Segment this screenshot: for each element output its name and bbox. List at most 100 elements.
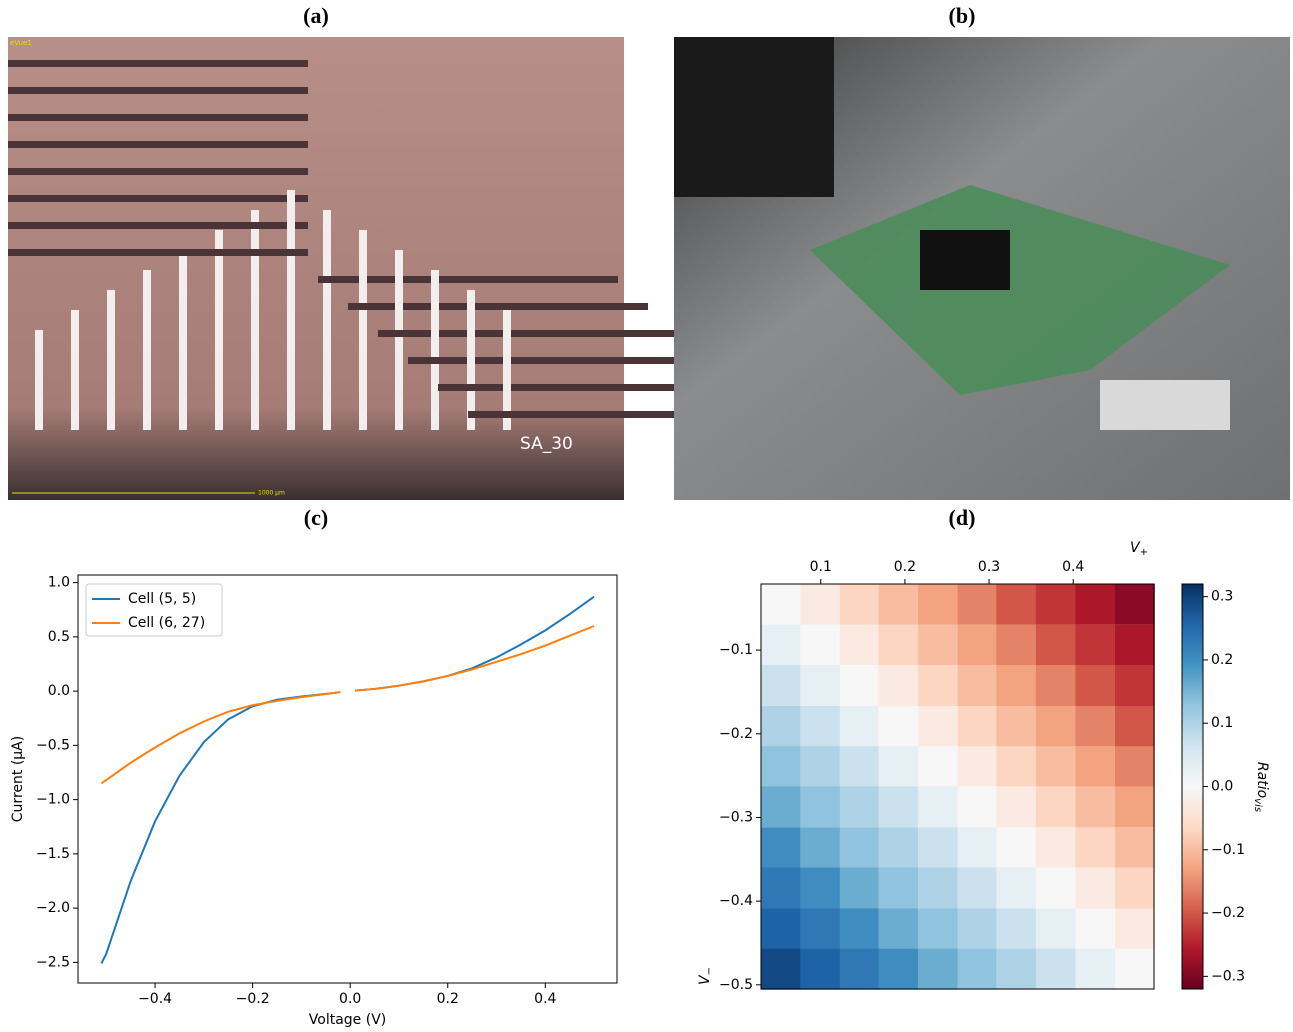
heatmap-cell bbox=[840, 665, 880, 706]
photo-lead bbox=[8, 249, 308, 256]
y-tick-label: 0.0 bbox=[48, 683, 70, 699]
heatmap-cell bbox=[1115, 625, 1155, 666]
photo-electrode bbox=[431, 270, 439, 430]
photo-text: eVue1 bbox=[10, 39, 32, 47]
photo-lead bbox=[8, 60, 308, 67]
photo-lead bbox=[8, 141, 308, 148]
colorbar-label: Ratiovis bbox=[1252, 762, 1270, 812]
heatmap-cell bbox=[958, 746, 998, 787]
photo-electrode bbox=[71, 310, 79, 430]
series-line bbox=[101, 626, 594, 783]
heatmap-cell bbox=[1115, 909, 1155, 950]
x-tick-label: 0.2 bbox=[894, 559, 916, 575]
heatmap-cell bbox=[1036, 827, 1076, 868]
colorbar-tick-label: 0.0 bbox=[1211, 779, 1233, 795]
heatmap-cell bbox=[1036, 949, 1076, 990]
y-tick-label: −2.5 bbox=[36, 954, 70, 970]
heatmap-cell bbox=[800, 868, 840, 909]
colorbar-tick-label: −0.3 bbox=[1211, 968, 1245, 984]
heatmap-cell bbox=[918, 909, 958, 950]
heatmap-cell bbox=[1075, 665, 1115, 706]
colorbar-tick-label: −0.1 bbox=[1211, 842, 1245, 858]
heatmap-cell bbox=[1075, 584, 1115, 625]
photo-lead bbox=[408, 357, 708, 364]
heatmap-cell bbox=[761, 786, 801, 827]
heatmap-cell bbox=[1036, 584, 1076, 625]
photo-background bbox=[8, 37, 624, 500]
heatmap-cell bbox=[958, 827, 998, 868]
heatmap-cell bbox=[958, 786, 998, 827]
photo-electrode bbox=[215, 230, 223, 430]
heatmap-cell bbox=[1036, 868, 1076, 909]
x-tick-label: 0.1 bbox=[810, 559, 832, 575]
photo-lead bbox=[8, 114, 308, 121]
heatmap-cell bbox=[800, 706, 840, 747]
heatmap-cell bbox=[1036, 625, 1076, 666]
heatmap-cell bbox=[761, 706, 801, 747]
heatmap-cell bbox=[918, 665, 958, 706]
photo-electrode bbox=[143, 270, 151, 430]
y-axis-label: V− bbox=[697, 967, 715, 985]
heatmap-cell bbox=[840, 949, 880, 990]
y-tick-label: −0.4 bbox=[719, 893, 753, 909]
photo-lead bbox=[8, 168, 308, 175]
colorbar bbox=[1182, 584, 1203, 989]
heatmap-cell bbox=[840, 625, 880, 666]
photo-electrode bbox=[287, 190, 295, 430]
x-tick-label: 0.2 bbox=[437, 991, 459, 1007]
panel-label: (d) bbox=[949, 505, 976, 530]
legend-label: Cell (5, 5) bbox=[128, 591, 196, 607]
heatmap-cell bbox=[879, 827, 919, 868]
heatmap-cell bbox=[1075, 786, 1115, 827]
heatmap-cell bbox=[1115, 746, 1155, 787]
heatmap-cell bbox=[1075, 625, 1115, 666]
x-tick-label: 0.3 bbox=[978, 559, 1000, 575]
colorbar-tick-label: 0.3 bbox=[1211, 589, 1233, 605]
heatmap-cell bbox=[879, 868, 919, 909]
x-tick-label: 0.4 bbox=[1062, 559, 1084, 575]
photo-electrode bbox=[395, 250, 403, 430]
heatmap-cell bbox=[996, 584, 1036, 625]
heatmap-cell bbox=[761, 746, 801, 787]
heatmap-cell bbox=[958, 584, 998, 625]
heatmap-cell bbox=[918, 949, 958, 990]
heatmap-cell bbox=[1115, 584, 1155, 625]
y-tick-label: −0.1 bbox=[719, 642, 753, 658]
photo-electrode bbox=[359, 230, 367, 430]
heatmap-cell bbox=[879, 706, 919, 747]
heatmap-cell bbox=[918, 868, 958, 909]
heatmap-cell bbox=[840, 827, 880, 868]
heatmap-cell bbox=[761, 665, 801, 706]
heatmap-cell bbox=[996, 706, 1036, 747]
heatmap-cell bbox=[1075, 949, 1115, 990]
heatmap-cell bbox=[800, 665, 840, 706]
heatmap-cell bbox=[1075, 746, 1115, 787]
photo-electrode bbox=[467, 290, 475, 430]
photo-lead bbox=[8, 87, 308, 94]
photo-electrode bbox=[107, 290, 115, 430]
y-tick-label: −0.3 bbox=[719, 809, 753, 825]
label-sub: vis bbox=[1252, 798, 1263, 812]
heatmap-cell bbox=[958, 665, 998, 706]
heatmap-cell bbox=[996, 746, 1036, 787]
photo-lead bbox=[348, 303, 648, 310]
heatmap-cell bbox=[840, 786, 880, 827]
y-axis-label: Current (μA) bbox=[10, 736, 26, 822]
heatmap-cell bbox=[1036, 746, 1076, 787]
heatmap-cell bbox=[879, 625, 919, 666]
x-axis-label: V+ bbox=[1130, 540, 1148, 558]
heatmap-cell bbox=[1075, 868, 1115, 909]
heatmap-cell bbox=[918, 706, 958, 747]
heatmap-cell bbox=[879, 746, 919, 787]
x-tick-label: 0.0 bbox=[339, 991, 361, 1007]
heatmap-cell bbox=[1115, 665, 1155, 706]
photo-electrode bbox=[251, 210, 259, 430]
heatmap-cell bbox=[918, 746, 958, 787]
heatmap-cell bbox=[761, 868, 801, 909]
photo-text: 1000 μm bbox=[258, 490, 285, 497]
x-tick-label: −0.2 bbox=[236, 991, 270, 1007]
heatmap-cell bbox=[761, 909, 801, 950]
photo-lead bbox=[378, 330, 678, 337]
heatmap-cell bbox=[958, 909, 998, 950]
heatmap-cell bbox=[761, 827, 801, 868]
